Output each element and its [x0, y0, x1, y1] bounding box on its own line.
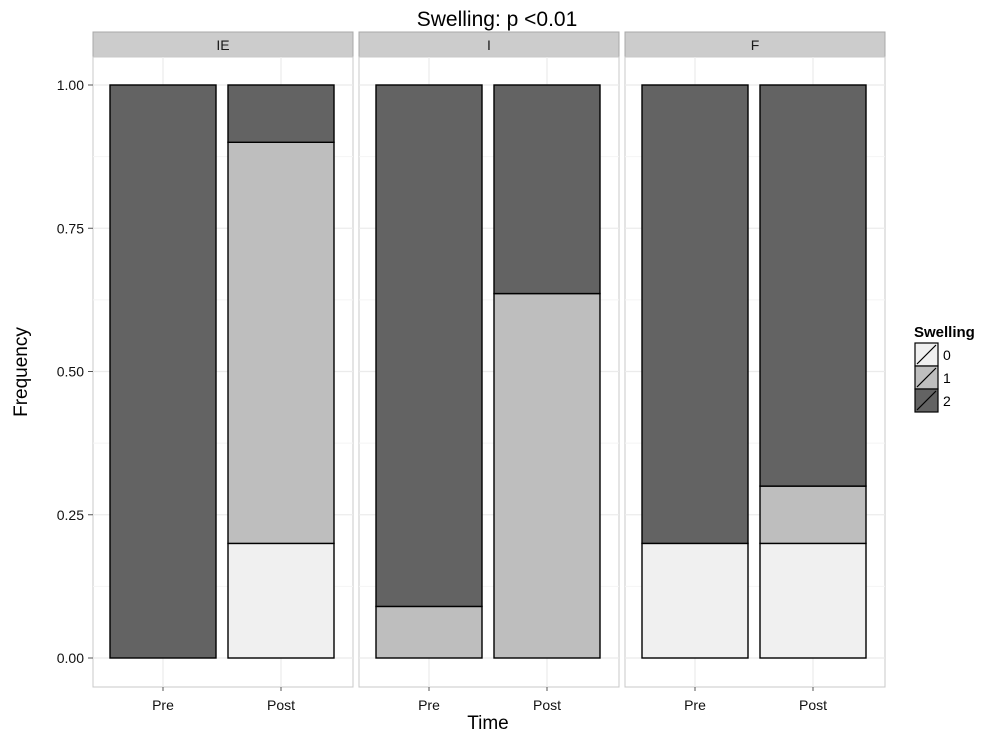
bar-segment-ie-pre-level-2 — [109, 84, 217, 659]
x-tick-label: Pre — [684, 697, 706, 713]
chart-title: Swelling: p <0.01 — [417, 8, 578, 31]
bar-segment-i-post-level-1 — [493, 292, 601, 659]
legend-label-0: 0 — [943, 347, 951, 363]
y-axis: 0.00 0.25 0.50 0.75 1.00 — [57, 77, 93, 666]
facet-strip — [624, 31, 886, 58]
bar-segment-f-post-level-1 — [759, 485, 867, 545]
legend-label-1: 1 — [943, 370, 951, 386]
bar-segment-i-post-level-2 — [493, 84, 601, 295]
x-tick-label: Post — [267, 697, 295, 713]
facet-panels: IE Pre Post I Pre Post F Pre Post — [92, 31, 886, 713]
bar-segment-ie-post-level-2 — [227, 84, 335, 143]
y-tick-label: 0.00 — [57, 650, 84, 666]
y-tick-label: 0.25 — [57, 507, 84, 523]
x-tick-label: Pre — [418, 697, 440, 713]
legend-key-slash — [916, 344, 937, 365]
y-tick-label: 1.00 — [57, 77, 84, 93]
x-tick-label: Post — [799, 697, 827, 713]
y-tick-label: 0.75 — [57, 220, 84, 236]
facet-strip-label: IE — [216, 37, 229, 53]
bar-segment-f-pre-level-2 — [641, 84, 749, 545]
facet-strip-label: F — [751, 37, 760, 53]
panel-f: F Pre Post — [624, 31, 886, 713]
legend-title: Swelling — [914, 324, 975, 341]
facet-strip-label: I — [487, 37, 491, 53]
bar-segment-ie-post-level-0 — [227, 542, 335, 659]
bar-segment-f-pre-level-0 — [641, 542, 749, 659]
bar-segment-i-pre-level-1 — [375, 605, 483, 659]
x-tick-label: Post — [533, 697, 561, 713]
panel-i: I Pre Post — [358, 31, 620, 713]
legend-label-2: 2 — [943, 393, 951, 409]
x-axis-title: Time — [467, 713, 509, 734]
bar-segment-ie-post-level-1 — [227, 141, 335, 545]
y-tick-label: 0.50 — [57, 364, 84, 380]
bar-segment-i-pre-level-2 — [375, 84, 483, 608]
x-tick-label: Pre — [152, 697, 174, 713]
bar-segment-f-post-level-0 — [759, 542, 867, 659]
bar-segment-f-post-level-2 — [759, 84, 867, 487]
y-axis-title: Frequency — [11, 327, 32, 417]
legend-key-slash — [916, 367, 937, 388]
panel-ie: IE Pre Post — [92, 31, 354, 713]
legend-key-slash — [916, 390, 937, 411]
facet-strip — [358, 31, 620, 58]
facet-strip — [92, 31, 354, 58]
legend: Swelling 0 1 2 — [914, 324, 975, 413]
